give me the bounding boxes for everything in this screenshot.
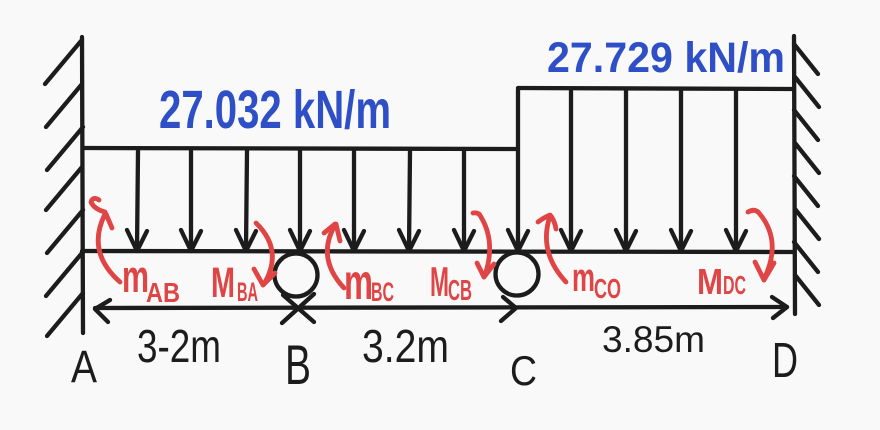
svg-text:CB: CB <box>448 275 472 307</box>
svg-text:m: m <box>572 256 595 300</box>
svg-text:CO: CO <box>594 273 621 304</box>
svg-text:27.729 kN/m: 27.729 kN/m <box>547 34 785 82</box>
svg-text:DC: DC <box>723 270 746 300</box>
svg-text:C: C <box>510 347 537 394</box>
svg-text:m: m <box>122 251 149 302</box>
svg-text:A: A <box>71 341 97 392</box>
svg-text:27.032 kN/m: 27.032 kN/m <box>159 80 391 140</box>
svg-text:D: D <box>772 334 798 388</box>
svg-text:m: m <box>344 254 373 310</box>
svg-text:3.2m: 3.2m <box>362 320 449 372</box>
svg-text:3-2m: 3-2m <box>137 320 221 372</box>
svg-text:M: M <box>211 259 235 307</box>
svg-text:3.85m: 3.85m <box>602 319 705 360</box>
svg-text:AB: AB <box>146 277 180 308</box>
svg-text:M: M <box>430 258 449 305</box>
svg-text:M: M <box>697 261 723 302</box>
svg-text:B: B <box>285 333 311 396</box>
svg-text:BA: BA <box>237 277 258 307</box>
svg-text:BC: BC <box>371 277 394 307</box>
